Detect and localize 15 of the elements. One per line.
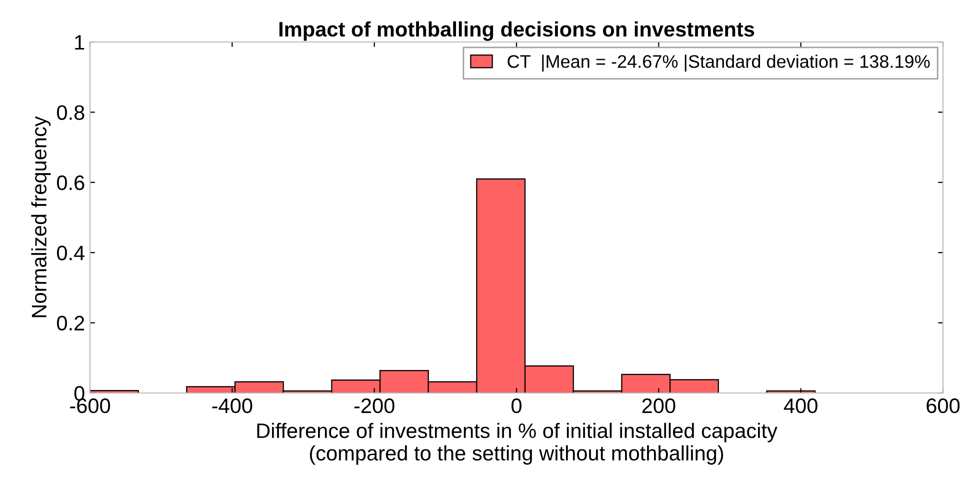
- y-axis-title: Normalized frequency: [31, 116, 51, 318]
- x-tick-label: 400: [784, 398, 818, 414]
- x-axis-title: Difference of investments in % of initial installed capacity (compared to the setting without mothballing): [257, 422, 778, 465]
- x-tick-label: 200: [642, 398, 676, 414]
- legend-label: CT |Mean = -24.67% |Standard deviation = 138.19%: [508, 54, 930, 72]
- chart-title: Impact of mothballing decisions on investments: [279, 21, 754, 41]
- x-tick-label: 0: [512, 398, 522, 414]
- y-tick-label: 0.2: [56, 316, 84, 331]
- x-tick-label: 600: [926, 398, 960, 414]
- x-tick-label: -400: [212, 398, 252, 414]
- y-tick-label: 0.4: [56, 246, 85, 260]
- y-tick-label: 0.6: [56, 175, 84, 190]
- y-tick-label: 1: [75, 35, 84, 50]
- x-tick-label: -200: [354, 398, 394, 414]
- y-tick-label: 0.8: [56, 105, 84, 120]
